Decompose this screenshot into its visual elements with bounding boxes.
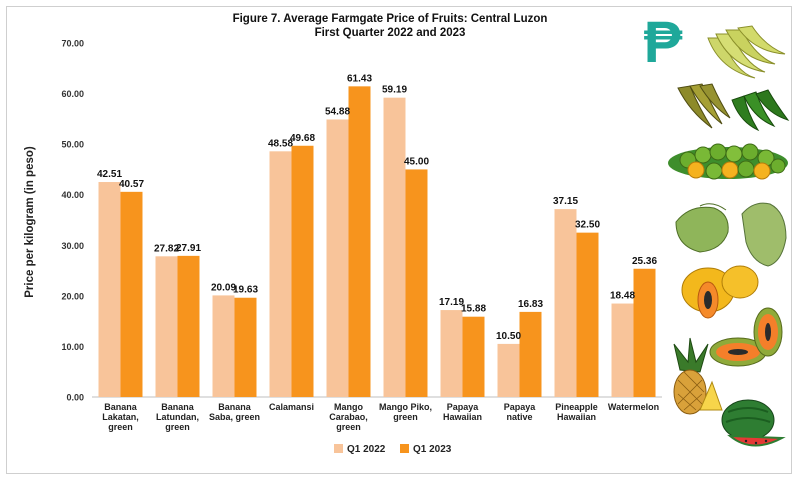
- y-tick-label: 0.00: [66, 393, 84, 403]
- value-label: 18.48: [610, 291, 635, 302]
- value-label: 45.00: [404, 156, 429, 167]
- bar-q1-2023: [462, 316, 485, 397]
- y-tick-label: 60.00: [61, 89, 84, 99]
- x-tick-label: Banana: [161, 402, 195, 412]
- bar-q1-2023: [576, 232, 599, 397]
- bar-q1-2022: [269, 151, 292, 397]
- bar-q1-2023: [405, 169, 428, 397]
- x-tick-label: Mango: [334, 402, 363, 412]
- legend-label: Q1 2022: [347, 444, 386, 455]
- y-axis-label: Price per kilogram (in peso): [24, 146, 36, 298]
- bar-q1-2022: [440, 310, 463, 397]
- y-tick-label: 10.00: [61, 342, 84, 352]
- svg-text:₱: ₱: [644, 10, 683, 75]
- bar-q1-2022: [497, 343, 520, 397]
- value-label: 16.83: [518, 299, 543, 310]
- x-tick-label: Lakatan,: [102, 412, 139, 422]
- x-tick-label: green: [393, 412, 418, 422]
- bar-q1-2023: [348, 86, 371, 397]
- value-label: 27.91: [176, 243, 201, 254]
- y-axis: 0.00 10.00 20.00 30.00 40.00 50.00 60.00 70.00: [61, 39, 84, 403]
- value-label: 59.19: [382, 85, 407, 96]
- x-tick-label: green: [165, 422, 190, 432]
- bar-q1-2023: [291, 145, 314, 397]
- value-label: 48.58: [268, 138, 293, 149]
- x-tick-labels-group: BananaLakatan,greenBananaLatundan,greenB…: [102, 402, 659, 432]
- y-tick-label: 50.00: [61, 140, 84, 150]
- x-tick-label: Mango Piko,: [379, 402, 432, 412]
- value-label: 19.63: [233, 285, 258, 296]
- bar-q1-2022: [212, 295, 235, 397]
- mango-carabao-image: [675, 203, 729, 253]
- bar-q1-2022: [611, 303, 634, 397]
- x-tick-label: green: [108, 422, 133, 432]
- x-tick-label: Latundan,: [156, 412, 199, 422]
- bar-q1-2022: [554, 209, 577, 397]
- bar-q1-2023: [120, 191, 143, 397]
- value-label: 37.15: [553, 196, 578, 207]
- bar-q1-2023: [519, 311, 542, 397]
- x-tick-label: Hawaiian: [557, 412, 596, 422]
- x-tick-label: Banana: [104, 402, 138, 412]
- x-tick-label: Papaya: [447, 402, 480, 412]
- x-tick-label: Saba, green: [209, 412, 260, 422]
- bar-q1-2022: [383, 97, 406, 397]
- x-tick-label: green: [336, 422, 361, 432]
- y-tick-label: 20.00: [61, 291, 84, 301]
- y-tick-label: 30.00: [61, 241, 84, 251]
- value-label: 42.51: [97, 169, 122, 180]
- chart-title: Figure 7. Average Farmgate Price of Frui…: [232, 13, 548, 25]
- chart-subtitle: First Quarter 2022 and 2023: [314, 27, 466, 39]
- banana-saba-image: [731, 89, 790, 132]
- y-tick-label: 70.00: [61, 39, 84, 49]
- bar-q1-2022: [98, 182, 121, 397]
- bar-q1-2022: [326, 119, 349, 398]
- papaya-native-image: [709, 307, 783, 367]
- bar-q1-2023: [633, 268, 656, 397]
- value-label: 25.36: [632, 256, 657, 267]
- value-label: 15.88: [461, 304, 486, 315]
- papaya-hawaiian-image: [681, 265, 759, 319]
- x-tick-label: Papaya: [504, 402, 537, 412]
- x-tick-label: Hawaiian: [443, 412, 482, 422]
- x-tick-label: Watermelon: [608, 402, 659, 412]
- pineapple-image: [673, 337, 723, 415]
- x-tick-label: Banana: [218, 402, 252, 412]
- legend-swatch: [334, 444, 343, 453]
- legend: Q1 2022 Q1 2023: [334, 444, 452, 455]
- chart-frame: [6, 6, 792, 474]
- calamansi-image: [668, 143, 788, 180]
- value-label: 17.19: [439, 297, 464, 308]
- mango-piko-image: [741, 202, 787, 267]
- banana-lakatan-image: [707, 25, 786, 79]
- value-label: 27.82: [154, 243, 179, 254]
- value-label: 32.50: [575, 220, 600, 231]
- value-label: 49.68: [290, 133, 315, 144]
- value-label: 54.88: [325, 106, 350, 117]
- x-tick-label: Calamansi: [269, 402, 314, 412]
- bar-q1-2023: [177, 255, 200, 397]
- peso-sign-icon: ₱: [644, 10, 683, 75]
- bar-q1-2022: [155, 256, 178, 397]
- bars-group: [98, 86, 656, 398]
- value-label: 20.09: [211, 282, 236, 293]
- y-tick-label: 40.00: [61, 190, 84, 200]
- fruit-images: ₱: [644, 10, 790, 447]
- watermelon-image: [721, 399, 786, 447]
- x-tick-label: Pineapple: [555, 402, 598, 412]
- value-label: 10.50: [496, 331, 521, 342]
- legend-swatch: [400, 444, 409, 453]
- x-tick-label: native: [506, 412, 532, 422]
- x-tick-label: Carabao,: [329, 412, 368, 422]
- banana-latundan-image: [677, 83, 731, 129]
- value-label: 61.43: [347, 73, 372, 84]
- legend-label: Q1 2023: [413, 444, 452, 455]
- value-label: 40.57: [119, 179, 144, 190]
- chart-title-block: Figure 7. Average Farmgate Price of Frui…: [150, 12, 630, 40]
- bar-q1-2023: [234, 297, 257, 397]
